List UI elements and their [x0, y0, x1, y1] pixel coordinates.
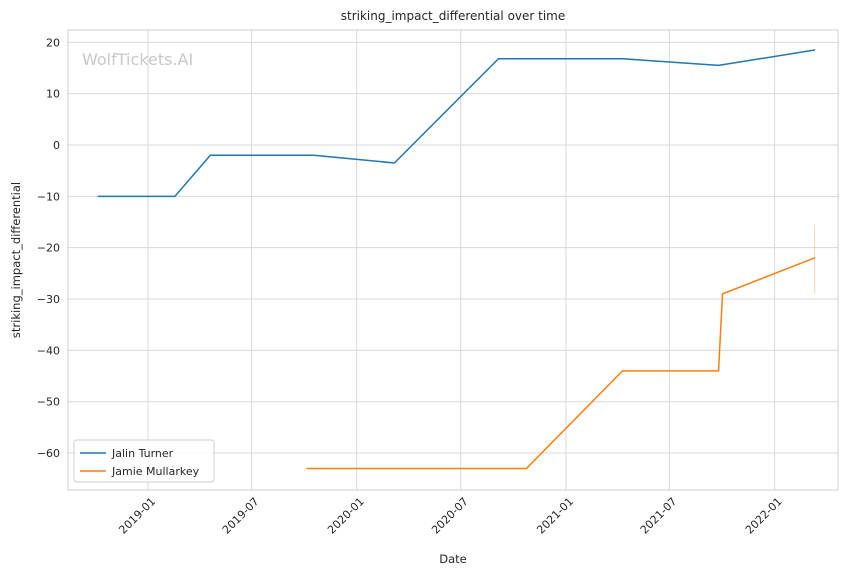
y-tick-label: 10	[46, 88, 60, 101]
plot-frame	[67, 29, 839, 491]
series-line-jalin-turner	[97, 49, 816, 198]
legend: Jalin Turner Jamie Mullarkey	[73, 439, 215, 483]
y-tick-label: −20	[37, 242, 60, 255]
watermark: WolfTickets.AI	[82, 50, 193, 69]
y-tick-label: −60	[37, 447, 60, 460]
x-tick-label: 2022-01	[743, 495, 785, 537]
y-tick-labels: −60 −50 −40 −30 −20 −10 0 10 20	[37, 36, 60, 460]
y-tick-label: −50	[37, 396, 60, 409]
x-tick-label: 2020-01	[325, 495, 367, 537]
y-tick-label: 20	[46, 36, 60, 49]
series-line-jamie-mullarkey	[306, 257, 816, 470]
x-tick-label: 2019-07	[220, 495, 262, 537]
y-axis-label: striking_impact_differential	[9, 182, 23, 338]
legend-label: Jalin Turner	[111, 447, 174, 460]
x-tick-label: 2021-07	[638, 495, 680, 537]
x-tick-label: 2021-01	[534, 495, 576, 537]
x-axis-label: Date	[439, 552, 467, 566]
series-layer	[97, 49, 816, 470]
legend-label: Jamie Mullarkey	[111, 465, 200, 478]
legend-box	[73, 439, 215, 483]
y-tick-label: −40	[37, 344, 60, 357]
x-tick-label: 2020-07	[429, 495, 471, 537]
y-tick-label: −30	[37, 293, 60, 306]
x-tick-labels: 2019-01 2019-07 2020-01 2020-07 2021-01 2021-…	[116, 495, 784, 537]
grid-lines	[68, 30, 838, 490]
chart-title: striking_impact_differential over time	[341, 9, 566, 23]
x-tick-label: 2019-01	[116, 495, 158, 537]
y-tick-label: 0	[53, 139, 60, 152]
y-tick-label: −10	[37, 190, 60, 203]
